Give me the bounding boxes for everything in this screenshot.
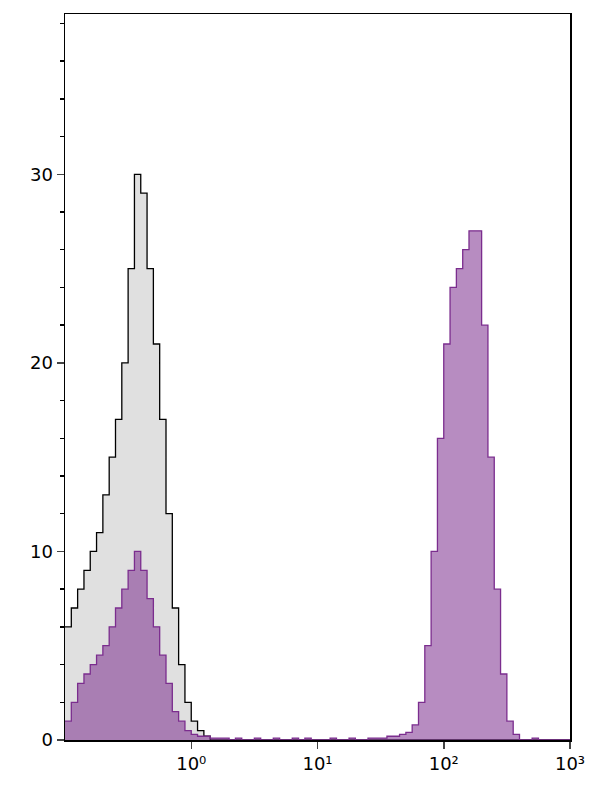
svg-text:0: 0	[41, 729, 52, 750]
svg-text:30: 30	[30, 164, 53, 185]
svg-text:10⁰: 10⁰	[176, 753, 206, 774]
svg-text:10¹: 10¹	[302, 753, 332, 774]
svg-text:20: 20	[30, 352, 53, 373]
svg-text:10²: 10²	[429, 753, 459, 774]
svg-text:10: 10	[30, 541, 53, 562]
svg-text:10³: 10³	[555, 753, 585, 774]
